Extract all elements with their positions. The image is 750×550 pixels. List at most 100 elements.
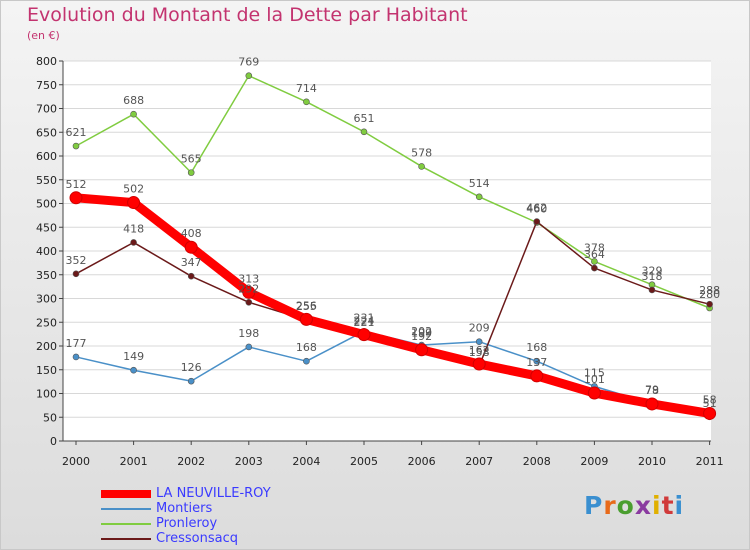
- proxiti-logo: Proxiti: [584, 491, 684, 520]
- logo-letter: x: [634, 491, 652, 520]
- data-point: [245, 298, 253, 306]
- data-label: 288: [699, 284, 720, 297]
- data-point: [245, 72, 253, 80]
- data-point: [591, 264, 598, 272]
- data-label: 460: [526, 203, 547, 216]
- data-label: 198: [238, 327, 259, 340]
- data-point: [184, 240, 198, 254]
- data-label: 364: [584, 248, 605, 261]
- x-tick-label: 2009: [580, 455, 608, 468]
- data-label: 162: [469, 344, 490, 357]
- data-point: [299, 312, 313, 326]
- data-label: 714: [296, 82, 317, 95]
- data-point: [69, 191, 83, 205]
- series-line: [71, 193, 715, 418]
- data-point: [533, 218, 541, 225]
- legend-label: Pronleroy: [156, 516, 218, 531]
- logo-letter: i: [674, 491, 685, 520]
- data-point: [415, 343, 429, 357]
- data-point: [648, 286, 656, 294]
- y-tick-label: 350: [36, 269, 57, 282]
- data-point: [360, 128, 368, 136]
- data-label: 512: [66, 178, 87, 191]
- chart-unit: (en €): [27, 29, 60, 42]
- data-label: 158: [469, 346, 490, 359]
- logo-letter: t: [661, 491, 675, 520]
- data-label: 202: [411, 325, 432, 338]
- data-label: 209: [469, 322, 490, 335]
- data-label: 329: [642, 265, 663, 278]
- data-point: [187, 169, 195, 176]
- data-point: [530, 369, 544, 383]
- data-point: [72, 142, 80, 150]
- data-label: 514: [469, 177, 490, 190]
- data-label: 126: [181, 361, 202, 374]
- logo-letter: o: [616, 491, 635, 520]
- y-tick-label: 550: [36, 174, 57, 187]
- data-point: [587, 386, 601, 400]
- data-point: [645, 397, 659, 411]
- data-point: [245, 343, 253, 351]
- data-point: [130, 366, 137, 374]
- x-tick-label: 2002: [177, 455, 205, 468]
- y-tick-label: 700: [36, 103, 57, 116]
- x-tick-label: 2007: [465, 455, 493, 468]
- data-label: 51: [703, 397, 717, 410]
- series-line: [75, 74, 711, 309]
- y-tick-label: 0: [50, 435, 57, 448]
- data-point: [703, 406, 717, 420]
- data-point: [127, 196, 141, 210]
- data-label: 177: [66, 337, 87, 350]
- y-tick-label: 300: [36, 293, 57, 306]
- data-label: 224: [354, 315, 375, 328]
- y-tick-label: 650: [36, 126, 57, 139]
- data-label: 378: [584, 241, 605, 254]
- legend-swatch: [101, 523, 151, 525]
- data-point: [472, 357, 486, 371]
- data-label: 408: [181, 227, 202, 240]
- y-tick-label: 750: [36, 79, 57, 92]
- data-point: [187, 272, 195, 280]
- y-tick-label: 500: [36, 198, 57, 211]
- legend-label: LA NEUVILLE-ROY: [156, 486, 271, 501]
- data-point: [591, 258, 598, 265]
- data-label: 168: [526, 341, 547, 354]
- data-label: 347: [181, 256, 202, 269]
- data-point: [475, 193, 483, 201]
- data-label: 58: [703, 393, 717, 406]
- x-tick-label: 2011: [696, 455, 724, 468]
- data-label: 221: [354, 316, 375, 329]
- logo-letter: i: [652, 491, 662, 520]
- data-point: [475, 338, 483, 346]
- data-label: 168: [296, 341, 317, 354]
- data-label: 256: [296, 299, 317, 312]
- data-label: 192: [411, 330, 432, 343]
- data-label: 578: [411, 146, 432, 159]
- data-label: 318: [642, 270, 663, 283]
- x-tick-label: 2010: [638, 455, 666, 468]
- data-label: 621: [66, 126, 87, 139]
- data-point: [533, 357, 541, 365]
- data-point: [357, 328, 371, 342]
- data-label: 101: [584, 373, 605, 386]
- legend-swatch: [101, 490, 151, 498]
- data-point: [418, 163, 425, 170]
- data-label: 462: [526, 202, 547, 215]
- data-label: 115: [584, 366, 605, 379]
- data-label: 78: [645, 384, 659, 397]
- x-tick-label: 2003: [235, 455, 263, 468]
- logo-letter: r: [603, 491, 617, 520]
- data-label: 255: [296, 300, 317, 313]
- legend-label: Montiers: [156, 501, 213, 516]
- x-tick-label: 2004: [292, 455, 320, 468]
- data-label: 313: [238, 272, 259, 285]
- legend-swatch: [101, 538, 151, 540]
- data-point: [130, 239, 137, 246]
- x-tick-label: 2001: [120, 455, 148, 468]
- logo-letter: P: [584, 491, 604, 520]
- data-label: 231: [354, 311, 375, 324]
- y-tick-label: 400: [36, 245, 57, 258]
- y-tick-label: 250: [36, 316, 57, 329]
- data-point: [72, 270, 80, 278]
